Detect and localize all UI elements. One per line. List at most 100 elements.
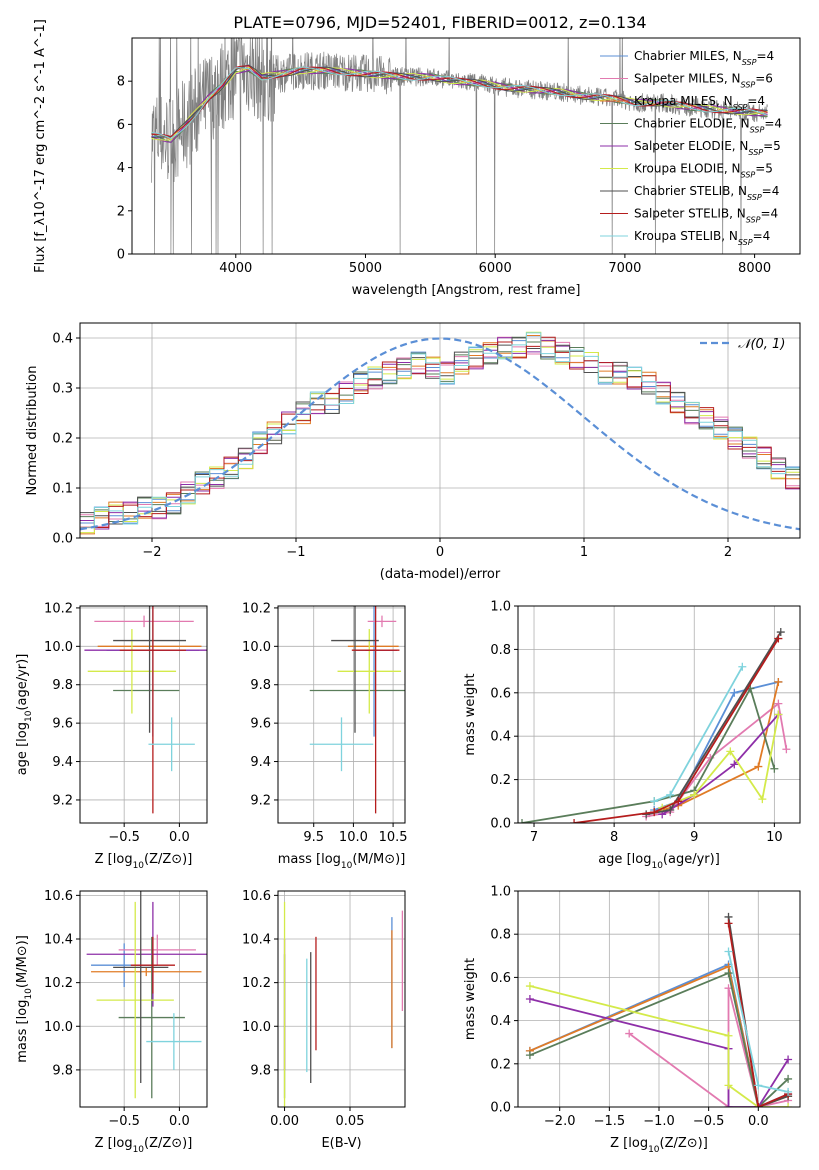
spectrum-marks bbox=[151, 38, 768, 254]
y-tick-label: 9.8 bbox=[52, 678, 73, 693]
weight_vs_age-panel: 7 8 9 10 0.0 0.2 0.4 0.6 0.8 1.0 age [log10(age/yr… bbox=[463, 600, 801, 871]
mass_vs_ebv-panel: 0.00 0.05 9.8 10.0 10.2 10.4 10.6 E(B-V) bbox=[242, 889, 406, 1151]
y-tick-label: 0.4 bbox=[490, 730, 511, 745]
x-tick-label: 0.05 bbox=[336, 1114, 365, 1129]
y-tick-label: 10.0 bbox=[44, 640, 73, 655]
y-tick-label: 9.2 bbox=[250, 793, 271, 808]
axes-frame bbox=[79, 605, 208, 824]
x-tick-label: 7 bbox=[530, 830, 538, 845]
data-point bbox=[674, 797, 683, 806]
y-tick-label: 10.2 bbox=[242, 601, 271, 616]
data-point bbox=[784, 1074, 793, 1083]
data-point bbox=[650, 797, 659, 806]
y-tick-label: 9.6 bbox=[52, 717, 73, 732]
data-point bbox=[666, 805, 675, 814]
y-tick-label: 0 bbox=[117, 248, 125, 263]
y-tick-label: 10.0 bbox=[242, 640, 271, 655]
data-point bbox=[770, 764, 779, 773]
x-tick-label: 0 bbox=[436, 545, 444, 560]
series-chabrier-elodie bbox=[521, 686, 776, 823]
y-tick-label: 4 bbox=[117, 161, 125, 176]
data-point bbox=[625, 1029, 634, 1038]
x-tick-label: −0.5 bbox=[693, 1114, 725, 1129]
y-tick-label: 0.8 bbox=[490, 643, 511, 658]
x-tick-label: −1 bbox=[286, 545, 305, 560]
data-point bbox=[774, 710, 783, 719]
data-point bbox=[738, 662, 747, 671]
y-axis-label: Flux [f_λ10^-17 erg cm^-2 s^-1 A^-1] bbox=[33, 19, 48, 273]
y-axis-label: mass [log10(M/M⊙)] bbox=[15, 935, 34, 1063]
spectrum-panel: 4000 5000 6000 7000 8000 0 2 4 6 8 wavelength [Ang… bbox=[33, 19, 801, 298]
x-tick-label: 7000 bbox=[608, 261, 641, 276]
axes-frame bbox=[517, 605, 801, 824]
legend-entry: Chabrier STELIB, NSSP=4 bbox=[634, 184, 779, 202]
data-point bbox=[774, 634, 783, 643]
y-tick-label: 0.3 bbox=[52, 382, 73, 397]
legend-entry: Salpeter STELIB, NSSP=4 bbox=[634, 207, 778, 225]
data-point bbox=[666, 790, 675, 799]
x-tick-label: 5000 bbox=[349, 261, 382, 276]
y-tick-label: 0.6 bbox=[490, 686, 511, 701]
x-axis-label: Z [log10(Z/Z⊙)] bbox=[95, 1136, 193, 1155]
x-tick-label: −0.5 bbox=[108, 830, 140, 845]
histogram-salpeter-miles bbox=[80, 336, 800, 527]
legend-entry: 𝒩(0, 1) bbox=[738, 337, 785, 352]
data-point bbox=[724, 969, 733, 978]
x-axis-label: mass [log10(M/M⊙)] bbox=[278, 852, 406, 871]
y-tick-label: 1.0 bbox=[490, 600, 511, 615]
y-tick-label: 10.4 bbox=[44, 933, 73, 948]
data-point bbox=[784, 1087, 793, 1096]
series-salpeter-stelib bbox=[727, 923, 789, 1107]
x-axis-label: Z [log10(Z/Z⊙)] bbox=[610, 1136, 708, 1155]
y-tick-label: 10.2 bbox=[242, 976, 271, 991]
data-point bbox=[754, 762, 763, 771]
x-tick-label: 10.5 bbox=[379, 830, 408, 845]
y-tick-label: 10.2 bbox=[44, 601, 73, 616]
data-point bbox=[525, 982, 534, 991]
series-salpeter-elodie bbox=[529, 998, 789, 1107]
x-tick-label: 0.0 bbox=[169, 1114, 190, 1129]
data-point bbox=[730, 688, 739, 697]
axes-frame bbox=[277, 605, 406, 824]
data-point bbox=[782, 745, 791, 754]
data-point bbox=[784, 1103, 793, 1107]
y-tick-label: 10.6 bbox=[242, 889, 271, 904]
data-point bbox=[784, 1055, 793, 1064]
y-axis-label: Normed distribution bbox=[25, 366, 40, 496]
legend-entry: Salpeter MILES, NSSP=6 bbox=[634, 72, 773, 90]
x-tick-label: 1 bbox=[580, 545, 588, 560]
data-point bbox=[724, 919, 733, 928]
data-point bbox=[726, 747, 735, 756]
y-tick-label: 0.2 bbox=[490, 1057, 511, 1072]
y-tick-label: 9.8 bbox=[52, 1063, 73, 1078]
y-tick-label: 0.8 bbox=[490, 928, 511, 943]
y-tick-label: 9.6 bbox=[250, 717, 271, 732]
x-tick-label: 0.0 bbox=[748, 1114, 769, 1129]
data-point bbox=[724, 947, 733, 956]
y-tick-label: 10.6 bbox=[44, 889, 73, 904]
y-tick-label: 8 bbox=[117, 75, 125, 90]
x-tick-label: −2 bbox=[142, 545, 161, 560]
series-salpeter-stelib bbox=[573, 638, 780, 823]
data-point bbox=[724, 1103, 733, 1107]
y-tick-label: 10.0 bbox=[44, 1020, 73, 1035]
data-point bbox=[650, 808, 659, 817]
x-tick-label: 10 bbox=[766, 830, 783, 845]
x-axis-label: Z [log10(Z/Z⊙)] bbox=[95, 852, 193, 871]
axes-frame bbox=[79, 890, 208, 1108]
normal-curve bbox=[80, 337, 800, 531]
x-tick-label: 2 bbox=[724, 545, 732, 560]
y-tick-label: 0.0 bbox=[490, 1101, 511, 1116]
series-kroupa-miles bbox=[653, 681, 780, 814]
x-axis-label: age [log10(age/yr)] bbox=[598, 852, 720, 871]
y-tick-label: 10.2 bbox=[44, 976, 73, 991]
x-tick-label: 10.0 bbox=[339, 830, 368, 845]
x-tick-label: 8000 bbox=[738, 261, 771, 276]
y-axis-label: age [log10(age/yr)] bbox=[15, 654, 34, 776]
model-kroupa-stelib bbox=[151, 66, 768, 140]
histogram-kroupa-stelib bbox=[80, 332, 800, 529]
x-tick-label: 9 bbox=[690, 830, 698, 845]
y-tick-label: 1.0 bbox=[490, 885, 511, 900]
figure-title: PLATE=0796, MJD=52401, FIBERID=0012, z=0… bbox=[233, 13, 646, 32]
